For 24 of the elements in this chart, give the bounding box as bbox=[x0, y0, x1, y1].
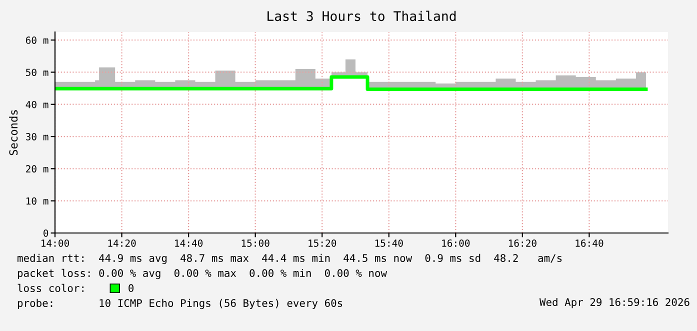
x-tick-label: 14:40 bbox=[175, 239, 203, 247]
y-tick-label: 60 m bbox=[26, 36, 48, 44]
chart-title: Last 3 Hours to Thailand bbox=[268, 10, 456, 22]
y-tick-label: 0 bbox=[44, 230, 48, 237]
y-tick-label: 30 m bbox=[26, 133, 48, 140]
legend-label: 0 bbox=[128, 284, 134, 292]
x-tick-label: 16:20 bbox=[508, 239, 536, 247]
y-tick-label: 10 m bbox=[26, 197, 48, 205]
text: Wed Apr 29 16:59:16 2026 bbox=[539, 298, 690, 308]
text: probe: 10 ICMP Echo Pings (56 Bytes) every 60s bbox=[18, 298, 342, 310]
y-tick-label: 40 m bbox=[26, 100, 48, 108]
x-tick-label: 15:40 bbox=[375, 239, 403, 247]
text: loss color: bbox=[18, 284, 84, 292]
x-tick-label: 16:40 bbox=[576, 239, 604, 247]
x-tick-label: 15:20 bbox=[308, 239, 336, 247]
y-axis-title: Seconds bbox=[9, 110, 18, 156]
x-tick-label: 14:00 bbox=[42, 239, 70, 247]
text: packet loss: 0.00 % avg 0.00 % max 0.00 % min 0.00 % now bbox=[18, 268, 388, 280]
x-tick-label: 15:00 bbox=[242, 239, 270, 247]
x-tick-label: 16:00 bbox=[442, 239, 470, 247]
text: median rtt: 44.9 ms avg 48.7 ms max 44.4 ms min 44.5 ms now 0.9 ms sd 48.2 am/s bbox=[18, 254, 562, 264]
y-tick-label: 20 m bbox=[26, 165, 48, 173]
y-tick-label: 50 m bbox=[26, 68, 48, 76]
x-tick-label: 14:20 bbox=[108, 239, 136, 247]
